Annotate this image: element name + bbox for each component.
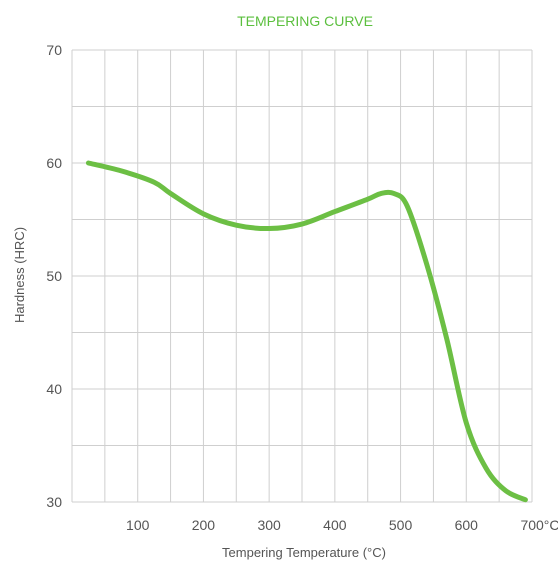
x-tick-label: 400 <box>323 517 347 533</box>
y-tick-label: 40 <box>46 381 62 397</box>
x-tick-label: 500 <box>389 517 413 533</box>
x-axis-title: Tempering Temperature (°C) <box>222 545 386 560</box>
x-tick-label: 100 <box>126 517 150 533</box>
x-axis-ticks: 100 200 300 400 500 600 700°C <box>126 517 558 533</box>
series-group <box>85 160 528 503</box>
hardness-series-line <box>85 160 528 503</box>
chart-title: TEMPERING CURVE <box>237 13 373 29</box>
x-tick-label: 300 <box>257 517 281 533</box>
y-axis-ticks: 30 40 50 60 70 <box>46 42 62 510</box>
y-tick-label: 50 <box>46 268 62 284</box>
x-tick-label: 600 <box>455 517 479 533</box>
y-tick-label: 60 <box>46 155 62 171</box>
grid <box>71 49 533 503</box>
y-tick-label: 70 <box>46 42 62 58</box>
y-tick-label: 30 <box>46 494 62 510</box>
x-tick-label: 200 <box>192 517 216 533</box>
x-tick-label: 700°C <box>520 517 558 533</box>
y-axis-title: Hardness (HRC) <box>12 227 27 323</box>
